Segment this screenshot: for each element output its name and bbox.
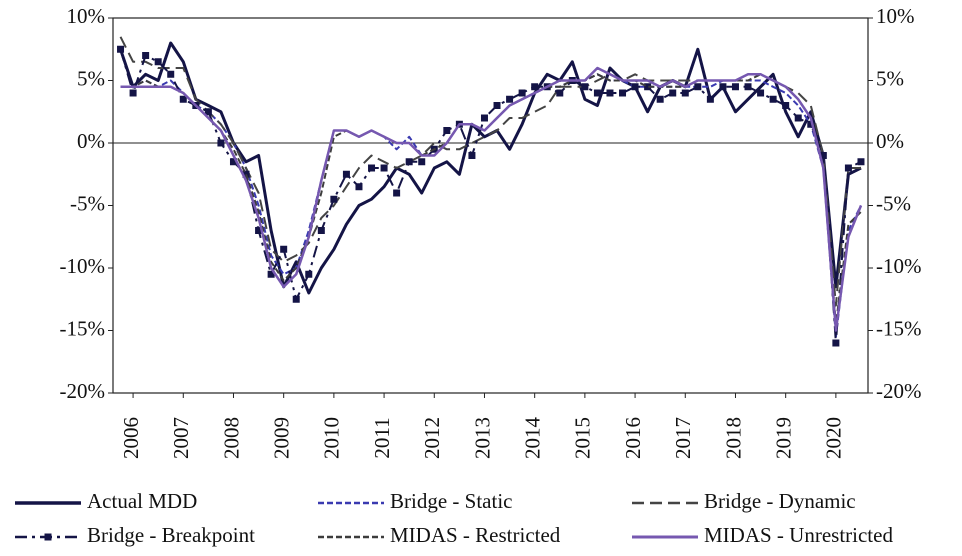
y2-tick-label: -10% — [876, 254, 922, 278]
series-marker — [744, 83, 752, 91]
series-marker — [330, 195, 338, 203]
x-tick-label: 2006 — [119, 417, 143, 459]
series-marker — [468, 152, 476, 159]
y-tick-label: -20% — [60, 379, 106, 403]
x-tick-label: 2017 — [671, 417, 695, 459]
series-marker — [757, 89, 765, 97]
series-marker — [167, 70, 175, 78]
y2-tick-label: -20% — [876, 379, 922, 403]
legend-marker — [44, 533, 52, 541]
series-marker — [531, 83, 539, 91]
series-line — [119, 49, 862, 344]
series-marker — [719, 83, 727, 91]
series-marker — [782, 102, 790, 109]
series-marker — [242, 170, 250, 178]
series-marker — [368, 164, 376, 172]
series-marker — [794, 114, 802, 122]
y-tick-label: -15% — [60, 316, 106, 340]
series-marker — [317, 227, 325, 234]
x-tick-label: 2008 — [219, 417, 243, 459]
series-marker — [292, 295, 300, 303]
series-marker — [229, 158, 237, 166]
series-marker — [217, 139, 225, 147]
x-tick-label: 2019 — [771, 417, 795, 459]
x-tick-label: 2014 — [520, 417, 544, 460]
series-line — [120, 66, 863, 332]
series-marker — [606, 89, 614, 97]
series-marker — [832, 339, 840, 347]
series-marker — [556, 89, 564, 97]
series-marker — [355, 183, 363, 191]
series-marker — [142, 52, 150, 59]
series-marker — [255, 227, 263, 234]
series-marker — [581, 83, 589, 91]
series-marker — [656, 95, 664, 103]
y-tick-label: 5% — [77, 66, 105, 90]
y-tick-label: 0% — [77, 129, 105, 153]
series-marker — [669, 89, 677, 97]
series-marker — [769, 95, 777, 103]
series-marker — [619, 89, 627, 97]
series-marker — [844, 164, 852, 172]
series-marker — [819, 152, 827, 159]
y2-tick-label: 0% — [876, 129, 904, 153]
legend-label: MIDAS - Unrestricted — [704, 523, 893, 547]
x-tick-label: 2010 — [320, 417, 344, 459]
series-marker — [267, 270, 275, 278]
series-marker — [857, 158, 865, 166]
series-marker — [204, 108, 212, 116]
legend-label: MIDAS - Restricted — [390, 523, 561, 547]
series-marker — [518, 89, 526, 97]
x-tick-label: 2020 — [822, 417, 846, 459]
series-marker — [694, 83, 702, 91]
y-tick-label: -10% — [60, 254, 106, 278]
x-tick-label: 2011 — [370, 417, 394, 458]
series-line — [119, 36, 861, 307]
series-marker — [129, 89, 137, 97]
series-marker — [418, 158, 426, 166]
series-marker — [644, 83, 652, 91]
series-marker — [506, 95, 514, 103]
series-marker — [480, 114, 488, 122]
x-tick-label: 2007 — [169, 417, 193, 459]
series-marker — [179, 95, 187, 103]
series-marker — [117, 45, 125, 53]
x-tick-label: 2009 — [269, 417, 293, 459]
legend-label: Bridge - Static — [390, 489, 512, 513]
series-marker — [342, 170, 350, 178]
series-marker — [681, 89, 689, 97]
series-marker — [305, 270, 313, 278]
series-marker — [380, 164, 388, 172]
series-marker — [706, 95, 714, 103]
x-tick-label: 2018 — [721, 417, 745, 459]
series-marker — [405, 158, 413, 166]
x-tick-label: 2015 — [571, 417, 595, 459]
series-marker — [631, 83, 639, 91]
series-marker — [493, 102, 501, 109]
x-tick-label: 2012 — [420, 417, 444, 459]
series-marker — [807, 120, 815, 128]
y2-tick-label: 10% — [876, 4, 915, 28]
series-marker — [154, 58, 162, 66]
legend-label: Bridge - Breakpoint — [87, 523, 255, 547]
y2-tick-label: 5% — [876, 66, 904, 90]
series-marker — [280, 245, 288, 253]
y-tick-label: -5% — [70, 191, 105, 215]
x-tick-label: 2016 — [621, 417, 645, 459]
y2-tick-label: -15% — [876, 316, 922, 340]
series-marker — [443, 127, 451, 134]
x-tick-label: 2013 — [470, 417, 494, 459]
legend-label: Actual MDD — [87, 489, 197, 513]
legend-label: Bridge - Dynamic — [704, 489, 856, 513]
series-marker — [393, 189, 401, 197]
series-marker — [593, 89, 601, 97]
y2-tick-label: -5% — [876, 191, 911, 215]
series-marker — [731, 83, 739, 91]
y-tick-label: 10% — [67, 4, 106, 28]
series-line — [120, 73, 862, 338]
